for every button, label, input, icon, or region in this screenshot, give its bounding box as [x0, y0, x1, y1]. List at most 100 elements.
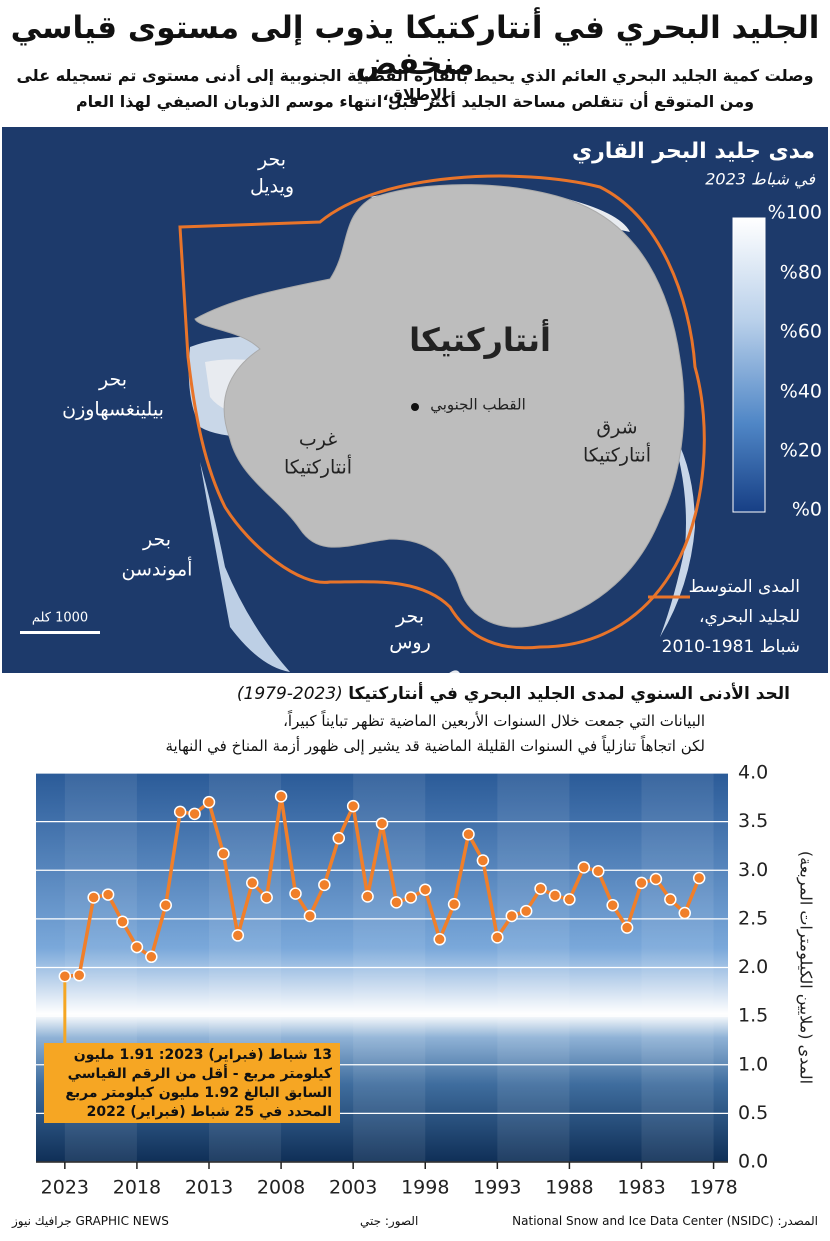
annotation-text: السابق البالغ 1.92 مليون كيلومتر مربع [65, 1085, 332, 1101]
data-point [635, 876, 648, 890]
region-label: شرق [596, 417, 637, 439]
chart-subtitle: البيانات التي جمعت خلال السنوات الأربعين… [283, 712, 705, 730]
sea-label: بحر [395, 606, 424, 628]
data-point [620, 921, 634, 934]
data-point [692, 871, 706, 885]
annotation-box [44, 1043, 340, 1123]
data-point [246, 876, 259, 890]
data-point [519, 904, 533, 918]
data-point [173, 805, 187, 819]
legend-text: شباط 1981-2010 [662, 637, 800, 657]
data-point [346, 799, 360, 813]
data-point [188, 807, 201, 821]
y-tick-label: 3.0 [738, 859, 768, 881]
x-tick-label: 1983 [617, 1177, 665, 1199]
sea-label: بحر [98, 369, 127, 391]
x-tick-label: 2008 [257, 1177, 305, 1199]
region-label: غرب [299, 429, 337, 451]
x-tick-label: 1988 [545, 1177, 593, 1199]
data-point [101, 888, 115, 901]
colorbar-label: %40 [780, 381, 822, 403]
mean-extent-line [178, 174, 706, 650]
data-point [649, 872, 663, 886]
y-tick-label: 4.0 [738, 762, 768, 784]
y-tick-label: 1.5 [738, 1005, 768, 1027]
data-point [592, 864, 605, 878]
colorbar [732, 217, 766, 513]
annotation-text: كيلومتر مربع - أقل من الرقم القياسي [68, 1064, 333, 1082]
data-point [274, 790, 288, 803]
data-point [678, 906, 691, 920]
page-title: الجليد البحري في أنتاركتيكا يذوب إلى مست… [10, 10, 820, 82]
data-point [534, 882, 547, 895]
data-point [491, 931, 504, 944]
data-point [664, 893, 677, 906]
sea-label: ويديل [250, 176, 294, 198]
colorbar-label: %100 [768, 202, 822, 224]
chart-title-row: الحد الأدنى السنوي لمدى الجليد البحري في… [10, 684, 790, 704]
data-point [505, 909, 518, 923]
data-point [159, 899, 172, 912]
chart-title: الحد الأدنى السنوي لمدى الجليد البحري في… [348, 684, 790, 704]
continent [194, 184, 685, 628]
sea-label: روس [389, 632, 431, 654]
data-point [404, 891, 418, 904]
data-point [202, 795, 216, 809]
data-point [476, 854, 490, 867]
source: المصدر: National Snow and Ice Data Cente… [512, 1214, 818, 1228]
x-tick-label: 1998 [401, 1177, 449, 1199]
map: بحر ويديل بحر بيلينغسهاوزن بحر أموندسن ب… [2, 127, 828, 673]
data-point [361, 890, 374, 903]
y-tick-label: 2.0 [738, 956, 768, 978]
map-title: مدى جليد البحر القاري [572, 139, 815, 164]
colorbar-label: %20 [780, 440, 822, 462]
annotation-text: 13 شباط (فبراير) 2023: 1.91 مليون [74, 1047, 332, 1063]
data-point [116, 915, 129, 929]
data-point [231, 929, 245, 942]
x-tick-label: 1978 [689, 1177, 737, 1199]
sea-label: بحر [142, 529, 171, 551]
data-point [73, 969, 86, 982]
data-point [145, 950, 158, 964]
data-point [548, 889, 562, 902]
data-point [58, 970, 72, 983]
pole-label: القطب الجنوبي [430, 396, 526, 415]
colorbar-label: %60 [780, 321, 822, 343]
subtitle-line: ومن المتوقع أن تتقلص مساحة الجليد أكثر ق… [75, 92, 755, 111]
legend-text: المدى المتوسط [689, 577, 800, 597]
data-point [260, 891, 273, 904]
data-point [217, 847, 230, 860]
continent-label: أنتاركتيكا [409, 319, 551, 359]
data-point [577, 861, 591, 874]
sea-label: أموندسن [122, 557, 193, 581]
map-subtitle: في شباط 2023 [705, 170, 815, 189]
data-point [375, 817, 389, 830]
photo-credit: الصور: جتي [360, 1214, 419, 1228]
y-tick-label: 2.5 [738, 907, 768, 929]
y-tick-label: 3.5 [738, 810, 768, 832]
region-label: أنتاركتيكا [284, 455, 352, 479]
y-tick-label: 0.5 [738, 1102, 768, 1124]
legend-text: للجليد البحري، [699, 607, 800, 627]
data-point [462, 828, 475, 841]
sea-label: بيلينغسهاوزن [62, 399, 164, 421]
x-tick-label: 1993 [473, 1177, 521, 1199]
data-point [447, 898, 461, 911]
data-point [289, 887, 302, 900]
colorbar-label: %80 [780, 262, 822, 284]
data-point [318, 878, 331, 892]
credit: GRAPHIC NEWS جرافيك نيوز [12, 1214, 169, 1228]
scale-label: 1000 كلم [32, 611, 88, 626]
x-tick-label: 2018 [113, 1177, 161, 1199]
x-tick-label: 2003 [329, 1177, 377, 1199]
chart-subtitle: لكن اتجاهاً تنازلياً في السنوات القليلة … [165, 737, 705, 755]
chart-title-years: (1979-2023) [236, 684, 343, 704]
sea-label: بحر [257, 149, 286, 171]
subtitle-line: وصلت كمية الجليد البحري العائم الذي يحيط… [16, 66, 814, 104]
pole-dot [411, 403, 419, 411]
y-tick-label: 1.0 [738, 1053, 768, 1075]
annotation-text: المحدد في 25 شباط (فبراير) 2022 [87, 1104, 332, 1120]
x-tick-label: 2013 [185, 1177, 233, 1199]
data-point [419, 883, 432, 896]
